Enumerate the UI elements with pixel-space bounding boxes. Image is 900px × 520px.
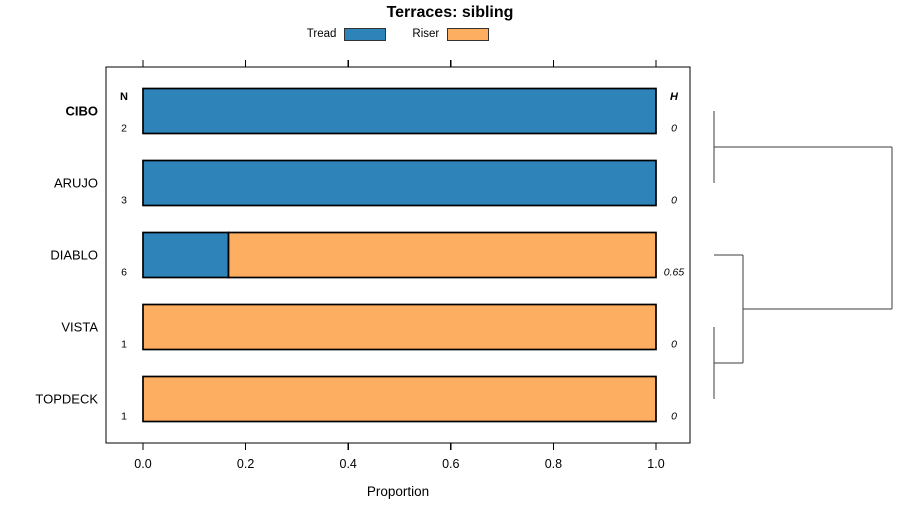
- legend-swatch-tread: [344, 27, 387, 41]
- x-tick-label: 1.0: [647, 457, 664, 471]
- chart-title: Terraces: sibling: [386, 4, 514, 21]
- n-value: 1: [121, 339, 127, 351]
- n-value: 6: [121, 267, 127, 279]
- n-value: 1: [121, 411, 127, 423]
- h-value: 0: [671, 123, 677, 135]
- row-label: ARUJO: [54, 176, 98, 191]
- bar-segment-riser: [142, 375, 657, 423]
- bar-segment-riser: [142, 303, 657, 351]
- x-tick-label: 0.2: [237, 457, 254, 471]
- x-tick-label: 0.6: [442, 457, 459, 471]
- x-tick-label: 0.4: [340, 457, 357, 471]
- legend-item-riser: Riser: [412, 27, 490, 41]
- bar-segment-tread: [142, 159, 657, 207]
- col-header-n: N: [120, 91, 128, 103]
- row-label: DIABLO: [50, 248, 98, 263]
- bar-segment-tread: [142, 87, 657, 135]
- col-header-h: H: [670, 91, 679, 103]
- h-value: 0: [671, 411, 677, 423]
- legend-label-riser: Riser: [412, 28, 440, 40]
- legend-item-tread: Tread: [306, 27, 387, 41]
- n-value: 3: [121, 195, 127, 207]
- h-value: 0: [671, 339, 677, 351]
- n-value: 2: [121, 123, 127, 135]
- x-tick-label: 0.8: [545, 457, 562, 471]
- h-value: 0: [671, 195, 677, 207]
- row-label: TOPDECK: [35, 392, 98, 407]
- legend: Tread Riser: [106, 26, 690, 42]
- row-label: CIBO: [66, 104, 99, 119]
- legend-swatch-riser: [447, 27, 490, 41]
- row-label: VISTA: [61, 320, 98, 335]
- x-axis-title: Proportion: [366, 484, 430, 499]
- x-tick-label: 0.0: [134, 457, 151, 471]
- h-value: 0.65: [664, 267, 685, 279]
- legend-label-tread: Tread: [306, 28, 337, 40]
- bar-segment-tread: [142, 231, 230, 279]
- bar-segment-riser: [227, 231, 657, 279]
